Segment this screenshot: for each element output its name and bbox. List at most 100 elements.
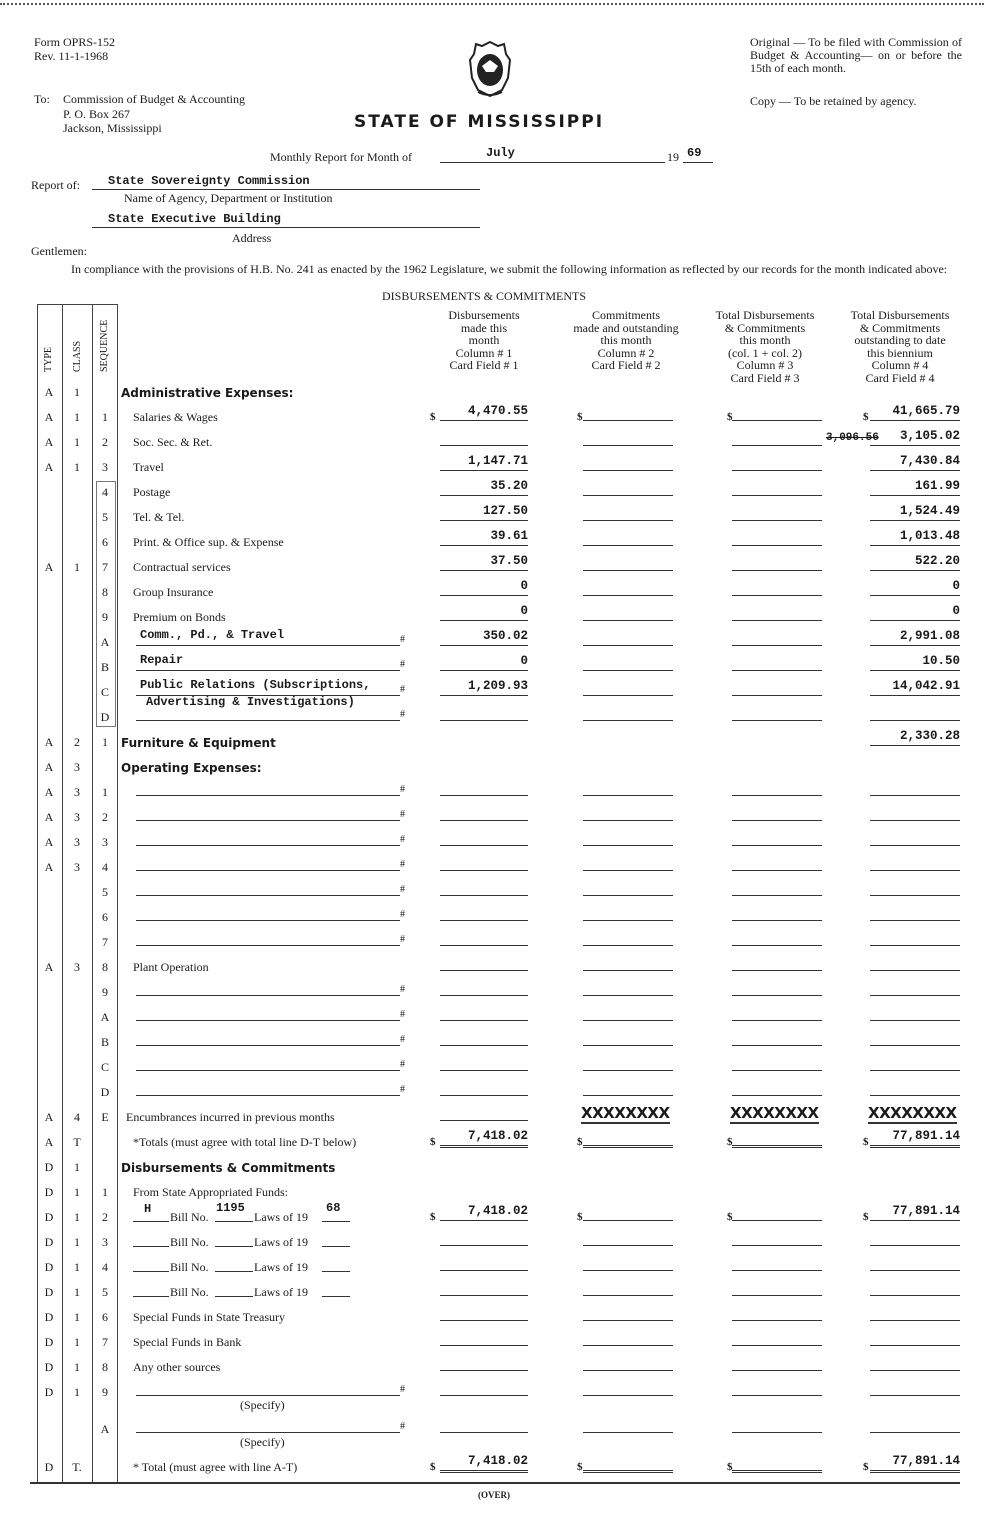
column-1-amount[interactable] [440, 878, 528, 896]
bill-number-field[interactable] [215, 1206, 253, 1222]
column-2-amount[interactable] [583, 1228, 673, 1246]
column-2-amount[interactable] [583, 1353, 673, 1371]
column-3-amount[interactable] [732, 553, 822, 571]
column-3-amount[interactable] [732, 503, 822, 521]
column-2-amount[interactable] [583, 778, 673, 796]
column-2-amount[interactable] [583, 428, 673, 446]
column-1-amount[interactable]: 127.50 [440, 503, 528, 521]
bill-number-field[interactable] [215, 1281, 253, 1297]
column-4-amount[interactable] [870, 1053, 960, 1071]
column-2-amount[interactable] [583, 1053, 673, 1071]
column-1-amount[interactable] [440, 1003, 528, 1021]
bill-prefix-field[interactable] [133, 1256, 169, 1272]
agency-field[interactable]: State Sovereignty Commission [92, 174, 480, 190]
column-4-amount[interactable] [870, 1353, 960, 1371]
column-4-amount[interactable]: 77,891.14 [870, 1453, 960, 1473]
column-4-amount[interactable]: 0 [870, 578, 960, 596]
column-2-amount[interactable] [583, 528, 673, 546]
column-1-amount[interactable] [440, 978, 528, 996]
column-2-amount[interactable] [583, 828, 673, 846]
column-2-amount[interactable] [583, 1278, 673, 1296]
column-3-amount[interactable] [732, 1415, 822, 1433]
laws-year-field[interactable] [322, 1281, 350, 1297]
column-2-amount[interactable] [583, 478, 673, 496]
column-3-amount[interactable] [732, 1053, 822, 1071]
column-3-amount[interactable] [732, 803, 822, 821]
column-4-amount[interactable]: 41,665.79 [870, 403, 960, 421]
column-4-amount[interactable] [870, 1003, 960, 1021]
column-2-amount[interactable] [583, 1303, 673, 1321]
column-2-amount[interactable] [583, 503, 673, 521]
row-entry-line[interactable] [136, 904, 400, 921]
column-3-amount[interactable] [732, 778, 822, 796]
column-1-amount[interactable] [440, 1278, 528, 1296]
bill-number-field[interactable] [215, 1231, 253, 1247]
report-year-field[interactable]: 69 [683, 146, 713, 163]
column-3-amount[interactable] [732, 1228, 822, 1246]
column-4-amount[interactable] [870, 1303, 960, 1321]
row-entry-line[interactable] [136, 829, 400, 846]
row-entry-line[interactable] [136, 1079, 400, 1096]
column-2-amount[interactable] [583, 1253, 673, 1271]
column-1-amount[interactable] [440, 828, 528, 846]
column-1-amount[interactable] [440, 1103, 528, 1121]
column-2-amount[interactable] [583, 1003, 673, 1021]
column-3-amount[interactable] [732, 828, 822, 846]
laws-year-field[interactable] [322, 1206, 350, 1222]
column-2-amount[interactable] [583, 1328, 673, 1346]
column-1-amount[interactable] [440, 1415, 528, 1433]
column-4-amount[interactable] [870, 1228, 960, 1246]
column-2-amount[interactable] [583, 453, 673, 471]
row-entry-line[interactable] [136, 679, 400, 696]
column-4-amount[interactable] [870, 1253, 960, 1271]
column-1-amount[interactable]: 0 [440, 578, 528, 596]
column-4-amount[interactable] [870, 878, 960, 896]
column-4-amount[interactable] [870, 778, 960, 796]
column-3-amount[interactable] [732, 453, 822, 471]
column-1-amount[interactable]: 1,209.93 [440, 678, 528, 696]
column-4-amount[interactable] [870, 1278, 960, 1296]
column-4-amount[interactable] [870, 853, 960, 871]
address-field[interactable]: State Executive Building [92, 212, 480, 228]
column-2-amount[interactable] [583, 803, 673, 821]
column-4-amount[interactable] [870, 1378, 960, 1396]
bill-prefix-field[interactable] [133, 1206, 169, 1222]
column-4-amount[interactable] [870, 953, 960, 971]
column-4-amount[interactable]: 1,013.48 [870, 528, 960, 546]
column-4-amount[interactable]: 77,891.14 [870, 1203, 960, 1221]
column-3-amount[interactable] [732, 1028, 822, 1046]
column-4-amount[interactable] [870, 928, 960, 946]
column-1-amount[interactable]: 7,418.02 [440, 1453, 528, 1473]
column-3-amount[interactable] [732, 653, 822, 671]
column-3-amount[interactable] [732, 1453, 822, 1473]
column-4-amount[interactable]: 3,105.02 [870, 428, 960, 446]
column-1-amount[interactable] [440, 1253, 528, 1271]
column-1-amount[interactable]: 0 [440, 653, 528, 671]
column-2-amount[interactable] [583, 578, 673, 596]
column-1-amount[interactable] [440, 853, 528, 871]
column-3-amount[interactable] [732, 928, 822, 946]
column-3-amount[interactable] [732, 1303, 822, 1321]
column-3-amount[interactable] [732, 1378, 822, 1396]
column-3-amount[interactable] [732, 1128, 822, 1148]
column-3-amount[interactable] [732, 578, 822, 596]
column-4-amount[interactable]: 7,430.84 [870, 453, 960, 471]
row-entry-line[interactable] [136, 779, 400, 796]
column-3-amount[interactable] [732, 603, 822, 621]
bill-number-field[interactable] [215, 1256, 253, 1272]
row-entry-line[interactable] [136, 854, 400, 871]
column-4-amount[interactable]: 0 [870, 603, 960, 621]
column-3-amount[interactable] [732, 478, 822, 496]
column-2-amount[interactable] [583, 953, 673, 971]
column-4-amount[interactable]: 2,991.08 [870, 628, 960, 646]
column-1-amount[interactable] [440, 928, 528, 946]
column-1-amount[interactable]: 7,418.02 [440, 1203, 528, 1221]
row-entry-line[interactable] [136, 1379, 400, 1396]
column-1-amount[interactable]: 350.02 [440, 628, 528, 646]
column-1-amount[interactable] [440, 778, 528, 796]
row-entry-line[interactable] [136, 929, 400, 946]
column-2-amount[interactable] [583, 1078, 673, 1096]
column-3-amount[interactable] [732, 903, 822, 921]
column-3-amount[interactable] [732, 1203, 822, 1221]
row-entry-line[interactable] [136, 1054, 400, 1071]
